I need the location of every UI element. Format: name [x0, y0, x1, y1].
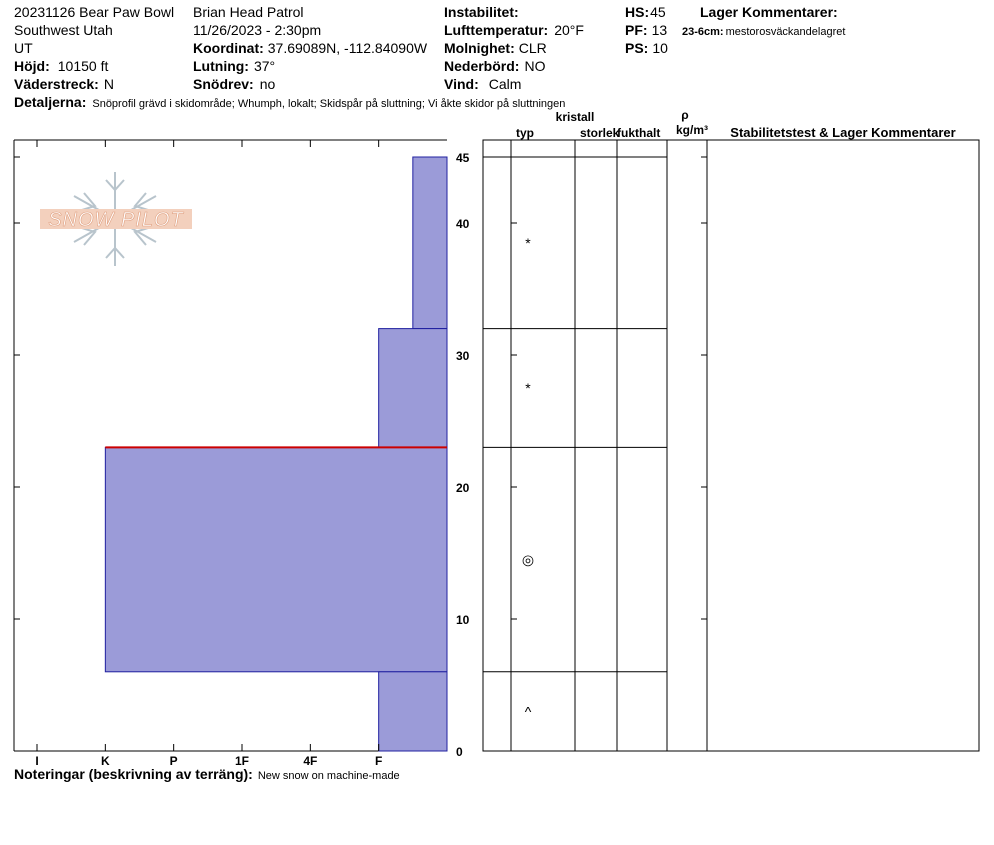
label: Nederbörd: — [444, 58, 519, 74]
value: 37.69089N, -112.84090W — [268, 40, 428, 56]
table-columns — [510, 140, 708, 751]
slope-row: Lutning: 37° — [193, 58, 275, 74]
col-size: kristall — [556, 110, 595, 124]
value: NO — [524, 58, 545, 74]
observer: Brian Head Patrol — [193, 4, 304, 20]
col-density: kg/m³ — [676, 123, 708, 137]
coords-row: Koordinat: 37.69089N, -112.84090W — [193, 40, 428, 56]
value: N — [104, 76, 114, 92]
y-tick-label: 45 — [456, 151, 470, 165]
label: Lutning: — [193, 58, 249, 74]
crystal-type: * — [525, 380, 531, 396]
col-density: ρ — [681, 108, 688, 122]
stability-label: Instabilitet: — [444, 4, 519, 20]
y-tick-label: 10 — [456, 613, 470, 627]
precip-row: Nederbörd: NO — [444, 58, 546, 74]
layer-comments-label: Lager Kommentarer: — [700, 4, 838, 20]
x-tick-label: 1F — [235, 754, 249, 768]
value: 20°F — [554, 22, 584, 38]
region: Southwest Utah — [14, 22, 113, 38]
crystal-type: * — [525, 235, 531, 251]
label: HS: — [625, 4, 649, 20]
ps-row: PS: 10 — [625, 40, 668, 56]
logo-text: SNOW PILOT — [48, 209, 184, 231]
notes-row: Noteringar (beskrivning av terräng): New … — [14, 766, 400, 782]
x-tick-label: 4F — [303, 754, 317, 768]
y-tick-label: 0 — [456, 745, 463, 759]
value: 10150 ft — [58, 58, 109, 74]
x-tick-label: P — [170, 754, 178, 768]
pf-row: PF: 13 — [625, 22, 667, 38]
y-tick-label: 30 — [456, 349, 470, 363]
label: Molnighet: — [444, 40, 515, 56]
hs-row: HS:45 — [625, 4, 666, 20]
label: Vind: — [444, 76, 479, 92]
crystal-type: ◎ — [522, 552, 534, 568]
value: no — [260, 76, 276, 92]
hardness-layer — [378, 328, 448, 448]
label: Väderstreck: — [14, 76, 99, 92]
col-comments: Stabilitetstest & Lager Kommentarer — [730, 125, 955, 140]
label: Koordinat: — [193, 40, 264, 56]
aspect-row: Väderstreck: N — [14, 76, 114, 92]
value: 10 — [652, 40, 668, 56]
col-moisture: fukthalt — [617, 126, 660, 140]
crystal-type: ^ — [525, 703, 532, 719]
wind-loading-row: Snödrev: no — [193, 76, 275, 92]
value: New snow on machine-made — [258, 770, 400, 782]
value: Calm — [489, 76, 522, 92]
layer-comment-row: 23-6cm: mestorosväckandelagret — [682, 26, 845, 38]
value: 13 — [652, 22, 668, 38]
details-row: Detaljerna: Snöprofil grävd i skidområde;… — [14, 94, 565, 110]
y-tick-label: 40 — [456, 217, 470, 231]
logo-band — [40, 209, 192, 229]
value: CLR — [519, 40, 547, 56]
value: 37° — [254, 58, 275, 74]
col-type: typ — [516, 126, 534, 140]
wind-row: Vind: Calm — [444, 76, 521, 92]
x-tick-label: K — [101, 754, 110, 768]
label: PS: — [625, 40, 648, 56]
x-tick-label: I — [35, 754, 38, 768]
sky-row: Molnighet: CLR — [444, 40, 547, 56]
state: UT — [14, 40, 33, 56]
site: 20231126 Bear Paw Bowl — [14, 4, 174, 20]
y-tick-label: 20 — [456, 481, 470, 495]
label: Lufttemperatur: — [444, 22, 548, 38]
range: 23-6cm: — [682, 26, 724, 38]
label: Höjd: — [14, 58, 50, 74]
hardness-layer — [412, 156, 448, 330]
hardness-layer — [378, 671, 448, 752]
col-size: storlek — [580, 126, 620, 140]
label: PF: — [625, 22, 648, 38]
value: 45 — [650, 4, 666, 20]
datetime: 11/26/2023 - 2:30pm — [193, 22, 321, 38]
label: Detaljerna: — [14, 94, 86, 110]
air-temp-row: Lufttemperatur: 20°F — [444, 22, 584, 38]
label: Noteringar (beskrivning av terräng): — [14, 766, 253, 782]
comment: mestorosväckandelagret — [726, 26, 846, 38]
value: Snöprofil grävd i skidområde; Whumph, lo… — [92, 98, 565, 110]
elevation-row: Höjd: 10150 ft — [14, 58, 108, 74]
x-tick-label: F — [375, 754, 382, 768]
table-frame — [482, 139, 980, 752]
hardness-layer — [104, 446, 448, 673]
label: Snödrev: — [193, 76, 254, 92]
